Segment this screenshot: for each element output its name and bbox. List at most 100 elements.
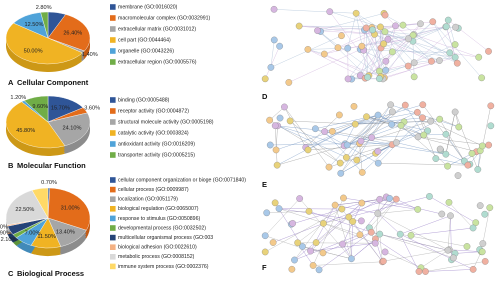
network-node bbox=[286, 117, 294, 125]
legend-swatch bbox=[110, 206, 116, 212]
legend-swatch bbox=[110, 234, 116, 241]
network-node bbox=[410, 59, 418, 67]
network-edge bbox=[317, 30, 381, 77]
network-edge bbox=[439, 118, 459, 128]
network-edge bbox=[346, 114, 379, 158]
network-node bbox=[369, 26, 376, 34]
legend-label: extracellular matrix (GO:0031012) bbox=[118, 26, 196, 32]
legend-label: developmental process (GO:0032502) bbox=[118, 225, 206, 231]
value-label: 45.80% bbox=[16, 128, 35, 134]
network-node bbox=[474, 166, 482, 173]
network-node bbox=[339, 240, 347, 248]
value-label: 1.40% bbox=[82, 52, 98, 58]
pie: 15.70% 3.60% 24.10% 45.80% 1.20% 9.60% bbox=[5, 95, 100, 157]
network-node bbox=[414, 133, 422, 141]
network-node bbox=[272, 146, 280, 154]
network bbox=[266, 101, 495, 179]
network-node bbox=[320, 50, 328, 58]
network-node bbox=[261, 248, 269, 256]
network-node bbox=[336, 159, 344, 167]
network-edge bbox=[275, 125, 278, 166]
network-edge bbox=[351, 221, 354, 259]
network-edge bbox=[429, 196, 476, 223]
network-node bbox=[304, 46, 312, 53]
network-node bbox=[387, 101, 394, 109]
network-node bbox=[404, 62, 412, 70]
network-panels: D E F bbox=[261, 5, 495, 275]
network-node bbox=[315, 266, 323, 274]
network-node bbox=[432, 155, 440, 162]
network-edge bbox=[454, 251, 482, 254]
network-node bbox=[368, 134, 376, 141]
network-node bbox=[374, 147, 382, 155]
network-node bbox=[475, 53, 483, 61]
legend-label: cellular process (GO:0009987) bbox=[118, 187, 189, 193]
network bbox=[261, 193, 494, 275]
network-node bbox=[442, 23, 450, 31]
network-node bbox=[382, 66, 390, 74]
legend-swatch bbox=[110, 225, 116, 231]
network-edge bbox=[396, 142, 446, 155]
slice bbox=[47, 14, 91, 52]
network-edge bbox=[307, 49, 366, 79]
network-edge bbox=[320, 31, 368, 78]
value-label: 2.10% bbox=[1, 237, 17, 243]
network-edge bbox=[317, 30, 375, 35]
network-edge bbox=[384, 251, 422, 268]
network-node bbox=[436, 115, 443, 123]
legend-swatch bbox=[110, 141, 116, 147]
network-node bbox=[487, 102, 495, 110]
network-edge bbox=[379, 57, 456, 79]
legend-label: catalytic activity (GO:0003824) bbox=[118, 130, 189, 136]
network-node bbox=[307, 247, 314, 255]
network-node bbox=[358, 217, 365, 225]
network-edge bbox=[371, 232, 448, 251]
network-node bbox=[444, 16, 452, 24]
network-node bbox=[472, 219, 480, 227]
network-edge bbox=[384, 31, 414, 35]
network-node bbox=[463, 243, 471, 250]
network-edge bbox=[348, 196, 430, 218]
network-node bbox=[392, 195, 400, 203]
network-edge bbox=[384, 26, 446, 32]
network-edge bbox=[340, 140, 362, 174]
network-edge bbox=[414, 57, 456, 63]
network-edge bbox=[324, 131, 393, 145]
network-edge bbox=[307, 123, 356, 151]
network-node bbox=[312, 239, 320, 246]
network-node bbox=[392, 22, 399, 30]
value-label: 11.50% bbox=[37, 234, 56, 240]
panel-letter: A bbox=[8, 78, 14, 87]
network-node bbox=[481, 258, 489, 265]
legend-swatch bbox=[110, 15, 116, 21]
network-node bbox=[451, 53, 459, 61]
network-edge bbox=[348, 199, 380, 218]
network-node bbox=[450, 254, 457, 262]
network-node bbox=[296, 195, 303, 202]
network-node bbox=[345, 213, 353, 221]
network-edge bbox=[305, 123, 356, 148]
network-node bbox=[276, 42, 283, 50]
network-edge bbox=[378, 117, 423, 164]
panel-letter: D bbox=[262, 92, 268, 101]
network-node bbox=[424, 127, 431, 135]
network-node bbox=[343, 154, 350, 161]
panel-letter: F bbox=[262, 263, 267, 272]
network-node bbox=[415, 268, 423, 275]
network-node bbox=[419, 101, 427, 109]
slice bbox=[23, 95, 49, 123]
network-node bbox=[319, 249, 327, 257]
network-edge bbox=[355, 13, 387, 62]
network-node bbox=[445, 199, 453, 206]
legend-swatch bbox=[110, 186, 116, 193]
value-label: 4.90% bbox=[0, 230, 11, 236]
network-edge bbox=[277, 125, 345, 146]
network-node bbox=[363, 113, 370, 121]
legend-swatch bbox=[110, 119, 116, 125]
network-node bbox=[487, 122, 495, 130]
network-edge bbox=[412, 21, 433, 42]
network-edge bbox=[396, 198, 418, 210]
network-edge bbox=[432, 21, 450, 53]
network-node bbox=[374, 111, 382, 119]
network-node bbox=[299, 243, 306, 250]
